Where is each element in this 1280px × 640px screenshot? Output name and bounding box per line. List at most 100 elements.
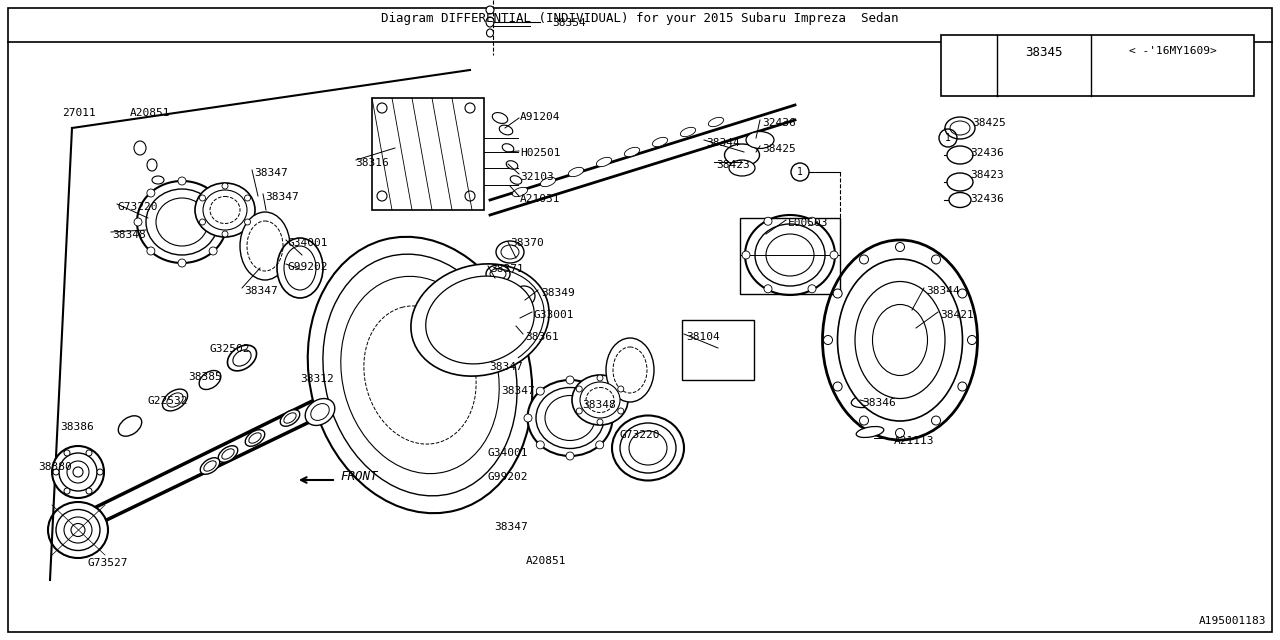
Ellipse shape <box>233 350 251 366</box>
Text: A20851: A20851 <box>131 108 170 118</box>
Text: 38371: 38371 <box>490 264 524 274</box>
Ellipse shape <box>200 219 206 225</box>
Ellipse shape <box>244 195 251 201</box>
Bar <box>740 218 840 294</box>
Ellipse shape <box>566 452 573 460</box>
Text: 38104: 38104 <box>686 332 719 342</box>
Ellipse shape <box>52 446 104 498</box>
Ellipse shape <box>221 231 228 237</box>
Ellipse shape <box>221 183 228 189</box>
Ellipse shape <box>146 189 218 255</box>
Ellipse shape <box>566 376 573 384</box>
Text: 38347: 38347 <box>253 168 288 178</box>
Ellipse shape <box>947 146 973 164</box>
Text: Diagram DIFFERENTIAL (INDIVIDUAL) for your 2015 Subaru Impreza  Sedan: Diagram DIFFERENTIAL (INDIVIDUAL) for yo… <box>381 12 899 25</box>
Text: 38345: 38345 <box>1025 46 1062 59</box>
Ellipse shape <box>497 241 524 263</box>
Bar <box>941 35 1254 96</box>
Ellipse shape <box>572 375 628 425</box>
Ellipse shape <box>486 17 494 27</box>
Ellipse shape <box>506 161 518 170</box>
Text: G99202: G99202 <box>488 472 529 482</box>
Ellipse shape <box>244 219 251 225</box>
Ellipse shape <box>730 160 755 176</box>
Ellipse shape <box>307 237 532 513</box>
Ellipse shape <box>580 382 620 418</box>
Text: 38361: 38361 <box>525 332 559 342</box>
Ellipse shape <box>200 195 206 201</box>
Ellipse shape <box>596 375 603 381</box>
Ellipse shape <box>745 215 835 295</box>
Ellipse shape <box>305 399 335 426</box>
Ellipse shape <box>596 157 612 166</box>
Text: 38346: 38346 <box>861 398 896 408</box>
Ellipse shape <box>837 259 963 421</box>
Ellipse shape <box>576 386 582 392</box>
Text: 38354: 38354 <box>552 18 586 28</box>
Bar <box>372 98 484 210</box>
Text: 32103: 32103 <box>520 172 554 182</box>
Text: 38312: 38312 <box>300 374 334 384</box>
Ellipse shape <box>746 131 774 148</box>
Ellipse shape <box>378 103 387 113</box>
Text: 1: 1 <box>945 133 951 143</box>
Ellipse shape <box>502 144 513 152</box>
Ellipse shape <box>823 240 978 440</box>
Ellipse shape <box>228 345 256 371</box>
Text: G32502: G32502 <box>210 344 251 354</box>
Ellipse shape <box>833 382 842 391</box>
Text: E00503: E00503 <box>788 218 828 228</box>
Text: 38348: 38348 <box>113 230 146 240</box>
Ellipse shape <box>612 415 684 481</box>
Ellipse shape <box>209 189 218 197</box>
Ellipse shape <box>945 117 975 139</box>
Ellipse shape <box>618 408 623 414</box>
Ellipse shape <box>499 125 513 135</box>
Text: G99202: G99202 <box>288 262 329 272</box>
Ellipse shape <box>486 6 494 14</box>
Ellipse shape <box>246 429 265 446</box>
Text: 32436: 32436 <box>970 194 1004 204</box>
Ellipse shape <box>823 335 832 344</box>
Ellipse shape <box>896 429 905 438</box>
Text: 38316: 38316 <box>355 158 389 168</box>
Ellipse shape <box>524 414 532 422</box>
Text: H02501: H02501 <box>520 148 561 158</box>
Ellipse shape <box>596 419 603 425</box>
Ellipse shape <box>833 289 842 298</box>
Ellipse shape <box>755 224 826 286</box>
Ellipse shape <box>576 408 582 414</box>
Text: 32436: 32436 <box>970 148 1004 158</box>
Ellipse shape <box>137 181 227 263</box>
Ellipse shape <box>608 414 616 422</box>
Ellipse shape <box>59 453 97 491</box>
Ellipse shape <box>284 246 316 290</box>
Ellipse shape <box>200 458 220 474</box>
Ellipse shape <box>465 103 475 113</box>
Ellipse shape <box>681 127 695 137</box>
Text: 38380: 38380 <box>38 462 72 472</box>
Ellipse shape <box>86 450 92 456</box>
Ellipse shape <box>512 188 527 196</box>
Text: A21031: A21031 <box>520 194 561 204</box>
Ellipse shape <box>947 173 973 191</box>
Text: 38344: 38344 <box>925 286 960 296</box>
Ellipse shape <box>957 382 966 391</box>
Text: < -'16MY1609>: < -'16MY1609> <box>1129 46 1217 56</box>
Ellipse shape <box>948 193 972 207</box>
Ellipse shape <box>97 469 102 475</box>
Ellipse shape <box>595 387 604 395</box>
Ellipse shape <box>134 218 142 226</box>
Text: 38347: 38347 <box>265 192 298 202</box>
Ellipse shape <box>52 469 59 475</box>
Text: 38370: 38370 <box>509 238 544 248</box>
Ellipse shape <box>568 167 584 177</box>
Ellipse shape <box>618 386 623 392</box>
Text: A21113: A21113 <box>893 436 934 446</box>
Text: 38425: 38425 <box>972 118 1006 128</box>
Ellipse shape <box>653 138 668 147</box>
Ellipse shape <box>859 416 869 425</box>
Ellipse shape <box>147 247 155 255</box>
Ellipse shape <box>851 392 888 408</box>
Ellipse shape <box>764 217 772 225</box>
